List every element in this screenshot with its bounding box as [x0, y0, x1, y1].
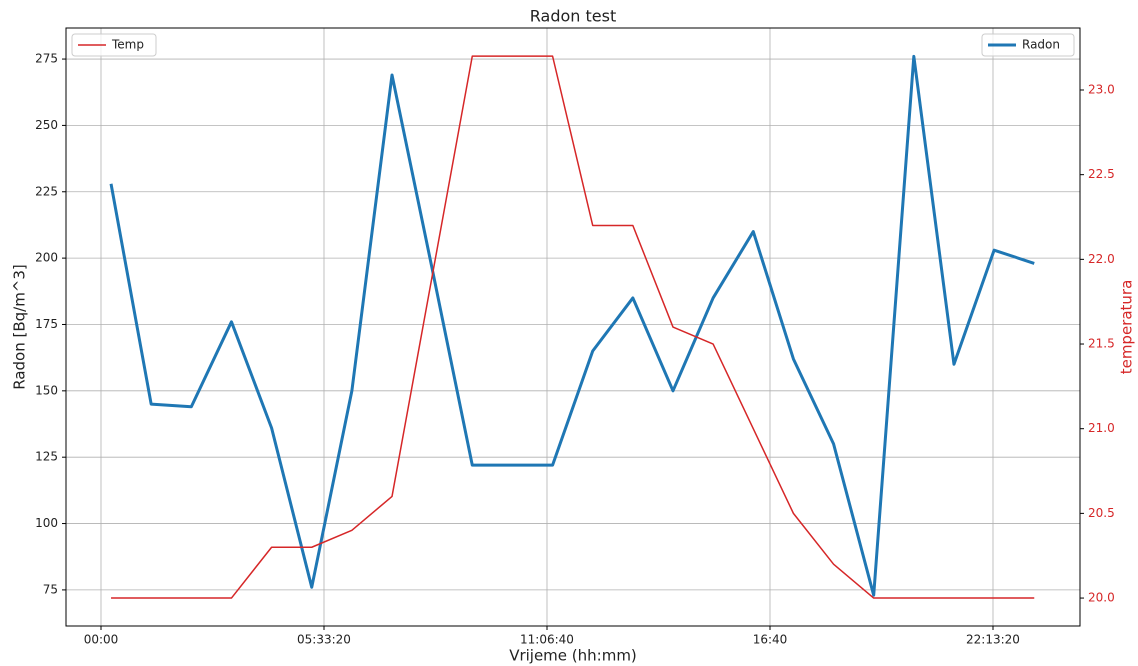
x-tick-label: 11:06:40 [520, 633, 574, 647]
x-tick-label: 16:40 [753, 633, 788, 647]
y-tick-label: 225 [35, 184, 58, 198]
y-tick-label: 150 [35, 383, 58, 397]
y-tick-label: 125 [35, 450, 58, 464]
x-tick-label: 22:13:20 [966, 633, 1020, 647]
line-series [109, 54, 1035, 597]
y-axis-label: Radon [Bq/m^3] [11, 264, 29, 390]
y2-tick-label: 22.5 [1088, 167, 1115, 181]
y-tick-label: 100 [35, 516, 58, 530]
x-tick-label: 00:00 [84, 633, 119, 647]
y-tick-label: 75 [43, 582, 58, 596]
legend-label: Radon [1022, 38, 1060, 52]
legend-box [71, 33, 157, 57]
y-tick-label: 250 [35, 118, 58, 132]
x-axis-label: Vrijeme (hh:mm) [509, 647, 637, 665]
y2-tick-label: 20.5 [1088, 506, 1115, 520]
x-tick-label: 05:33:20 [297, 633, 351, 647]
y-tick-label: 275 [35, 52, 58, 66]
y-tick-label: 200 [35, 251, 58, 265]
legend-label: Temp [111, 38, 144, 52]
plot-frame [65, 27, 1081, 627]
y2-tick-label: 21.5 [1088, 337, 1115, 351]
line-series [111, 55, 1035, 599]
legend-box [981, 33, 1075, 57]
y2-tick-label: 21.0 [1088, 421, 1115, 435]
y-tick-label: 175 [35, 317, 58, 331]
y2-tick-label: 23.0 [1088, 82, 1115, 96]
y2-axis-label: temperatura [1118, 280, 1136, 375]
chart-title: Radon test [530, 7, 616, 26]
y2-tick-label: 22.0 [1088, 252, 1115, 266]
y2-tick-label: 20.0 [1088, 591, 1115, 605]
